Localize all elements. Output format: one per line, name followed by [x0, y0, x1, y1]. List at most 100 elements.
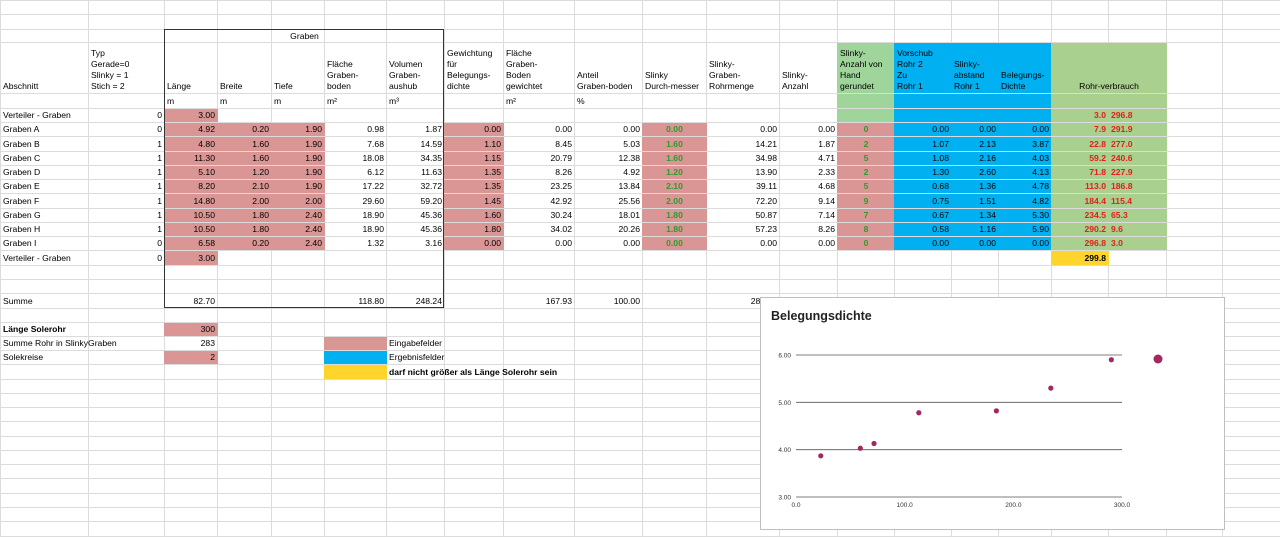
- row-laenge[interactable]: 10.50: [164, 209, 218, 222]
- row-flaeche[interactable]: [324, 109, 387, 122]
- row-tiefe[interactable]: [271, 109, 325, 122]
- row-anteil[interactable]: 25.56: [618, 196, 640, 206]
- row-belegungsdichte[interactable]: 4.03: [998, 152, 1052, 165]
- summe-flaeche-gewichtet[interactable]: 167.93: [545, 296, 572, 306]
- row-volumen[interactable]: 32.72: [420, 181, 442, 191]
- row-gewichtung[interactable]: 0.00: [444, 237, 504, 250]
- row-typ[interactable]: 1: [157, 224, 162, 234]
- row-typ[interactable]: 0: [157, 124, 162, 134]
- row-abstand[interactable]: 0.00: [951, 123, 999, 136]
- row-slinky-anzahl[interactable]: 4.71: [818, 153, 835, 163]
- row-volumen[interactable]: 11.63: [421, 167, 442, 177]
- row-rohrverbrauch-2[interactable]: 296.8: [1108, 109, 1167, 122]
- row-slinky-rohrmenge[interactable]: 72.20: [755, 196, 777, 206]
- row-tiefe[interactable]: 1.90: [271, 137, 325, 151]
- row-rohrverbrauch-2[interactable]: 227.9: [1108, 166, 1167, 179]
- row-abstand[interactable]: 1.36: [951, 180, 999, 193]
- row-anteil[interactable]: [574, 251, 643, 265]
- row-abschnitt[interactable]: Graben G: [3, 210, 41, 220]
- header-flaeche[interactable]: Fläche Graben- boden: [327, 59, 359, 91]
- row-gewichtung[interactable]: 1.35: [444, 180, 504, 193]
- row-flaeche-gewichtet[interactable]: [503, 109, 575, 122]
- row-slinky-rohrmenge[interactable]: [706, 251, 780, 265]
- row-flaeche[interactable]: 7.68: [367, 139, 384, 149]
- header-belegungsdichte[interactable]: Belegungs- Dichte: [998, 43, 1052, 93]
- row-tiefe[interactable]: 1.90: [271, 123, 325, 136]
- graben-group-header[interactable]: Graben: [290, 31, 319, 41]
- row-laenge[interactable]: 8.20: [164, 180, 218, 193]
- row-belegungsdichte[interactable]: [998, 109, 1052, 122]
- row-volumen[interactable]: 14.59: [420, 139, 442, 149]
- header-slinky-durchmesser[interactable]: Slinky Durch-messer: [645, 70, 699, 91]
- unit-flaeche[interactable]: m²: [327, 96, 338, 106]
- row-belegungsdichte[interactable]: 0.00: [998, 237, 1052, 250]
- row-tiefe[interactable]: 1.90: [271, 152, 325, 165]
- header-volumen[interactable]: Volumen Graben- aushub: [389, 59, 423, 91]
- header-slinky-rohrmenge[interactable]: Slinky- Graben- Rohrmenge: [709, 59, 754, 91]
- solekreise-value[interactable]: 2: [164, 351, 218, 364]
- legend-input-swatch[interactable]: [324, 337, 387, 350]
- row-abschnitt[interactable]: Graben D: [3, 167, 41, 177]
- row-tiefe[interactable]: 1.90: [271, 166, 325, 179]
- row-abschnitt[interactable]: Verteiler - Graben: [3, 253, 71, 263]
- row-anteil[interactable]: 4.92: [623, 167, 640, 177]
- row-slinky-rohrmenge[interactable]: 57.23: [755, 224, 777, 234]
- legend-input-label[interactable]: Eingabefelder: [389, 338, 443, 348]
- row-breite[interactable]: 0.20: [217, 237, 272, 250]
- unit-slinky-hand-blank[interactable]: [837, 94, 895, 108]
- row-rohrverbrauch-1[interactable]: 113.0: [1051, 180, 1109, 193]
- row-gewichtung[interactable]: 0.00: [444, 123, 504, 136]
- row-slinky-durchmesser[interactable]: 1.20: [642, 166, 707, 179]
- unit-laenge[interactable]: m: [167, 96, 175, 106]
- row-flaeche-gewichtet[interactable]: 34.02: [550, 224, 572, 234]
- legend-warning-label[interactable]: darf nicht größer als Länge Solerohr sei…: [389, 367, 558, 377]
- row-gewichtung[interactable]: [444, 251, 504, 265]
- row-flaeche-gewichtet[interactable]: 30.24: [550, 210, 572, 220]
- row-flaeche-gewichtet[interactable]: 20.79: [550, 153, 572, 163]
- row-flaeche[interactable]: 18.90: [362, 210, 384, 220]
- row-anteil[interactable]: 18.01: [618, 210, 640, 220]
- row-rohrverbrauch-1[interactable]: 71.8: [1051, 166, 1109, 179]
- row-flaeche[interactable]: 6.12: [367, 167, 384, 177]
- row-flaeche-gewichtet[interactable]: 0.00: [555, 124, 572, 134]
- header-rohrverbrauch[interactable]: Rohr-verbrauch: [1051, 43, 1167, 93]
- row-belegungsdichte[interactable]: 4.82: [998, 194, 1052, 208]
- summe-flaeche[interactable]: 118.80: [358, 296, 384, 306]
- row-abstand[interactable]: 1.16: [951, 223, 999, 236]
- row-volumen[interactable]: 1.87: [425, 124, 442, 134]
- row-breite[interactable]: 1.80: [217, 209, 272, 222]
- row-typ[interactable]: 0: [157, 238, 162, 248]
- row-gewichtung[interactable]: [444, 109, 504, 122]
- row-slinky-anzahl[interactable]: 9.14: [818, 196, 835, 206]
- row-anteil[interactable]: 12.38: [618, 153, 640, 163]
- row-gewichtung[interactable]: 1.15: [444, 152, 504, 165]
- row-flaeche[interactable]: 18.08: [362, 153, 384, 163]
- row-anteil[interactable]: 5.03: [623, 139, 640, 149]
- row-anteil[interactable]: 0.00: [623, 238, 640, 248]
- row-rohrverbrauch-1[interactable]: 59.2: [1051, 152, 1109, 165]
- row-volumen[interactable]: 45.36: [420, 224, 442, 234]
- row-abschnitt[interactable]: Graben I: [3, 238, 37, 248]
- row-vorschub[interactable]: [894, 109, 952, 122]
- header-breite[interactable]: Breite: [220, 81, 243, 91]
- row-abstand[interactable]: [951, 109, 999, 122]
- row-slinky-durchmesser[interactable]: 1.60: [642, 137, 707, 151]
- row-slinky-rohrmenge[interactable]: 34.98: [755, 153, 777, 163]
- row-flaeche-gewichtet[interactable]: [503, 251, 575, 265]
- row-slinky-anzahl[interactable]: 2.33: [818, 167, 835, 177]
- header-typ[interactable]: Typ Gerade=0 Slinky = 1 Stich = 2: [91, 48, 130, 91]
- row-rohrverbrauch-1[interactable]: 7.9: [1051, 123, 1109, 136]
- row-belegungsdichte[interactable]: 5.30: [998, 209, 1052, 222]
- row-slinky-hand[interactable]: 8: [837, 223, 895, 236]
- row-slinky-anzahl[interactable]: [779, 109, 838, 122]
- row-breite[interactable]: 1.20: [217, 166, 272, 179]
- row-vorschub[interactable]: 1.30: [894, 166, 952, 179]
- row-flaeche-gewichtet[interactable]: 8.45: [555, 139, 572, 149]
- row-belegungsdichte[interactable]: 5.90: [998, 223, 1052, 236]
- row-belegungsdichte[interactable]: 4.13: [998, 166, 1052, 179]
- legend-result-label[interactable]: Ergebnisfelder: [389, 352, 445, 362]
- row-rohrverbrauch-2[interactable]: 115.4: [1108, 194, 1167, 208]
- row-slinky-durchmesser[interactable]: 0.00: [642, 237, 707, 250]
- unit-anteil[interactable]: %: [577, 96, 585, 106]
- row-rohrverbrauch-total[interactable]: 299.8: [1051, 251, 1109, 265]
